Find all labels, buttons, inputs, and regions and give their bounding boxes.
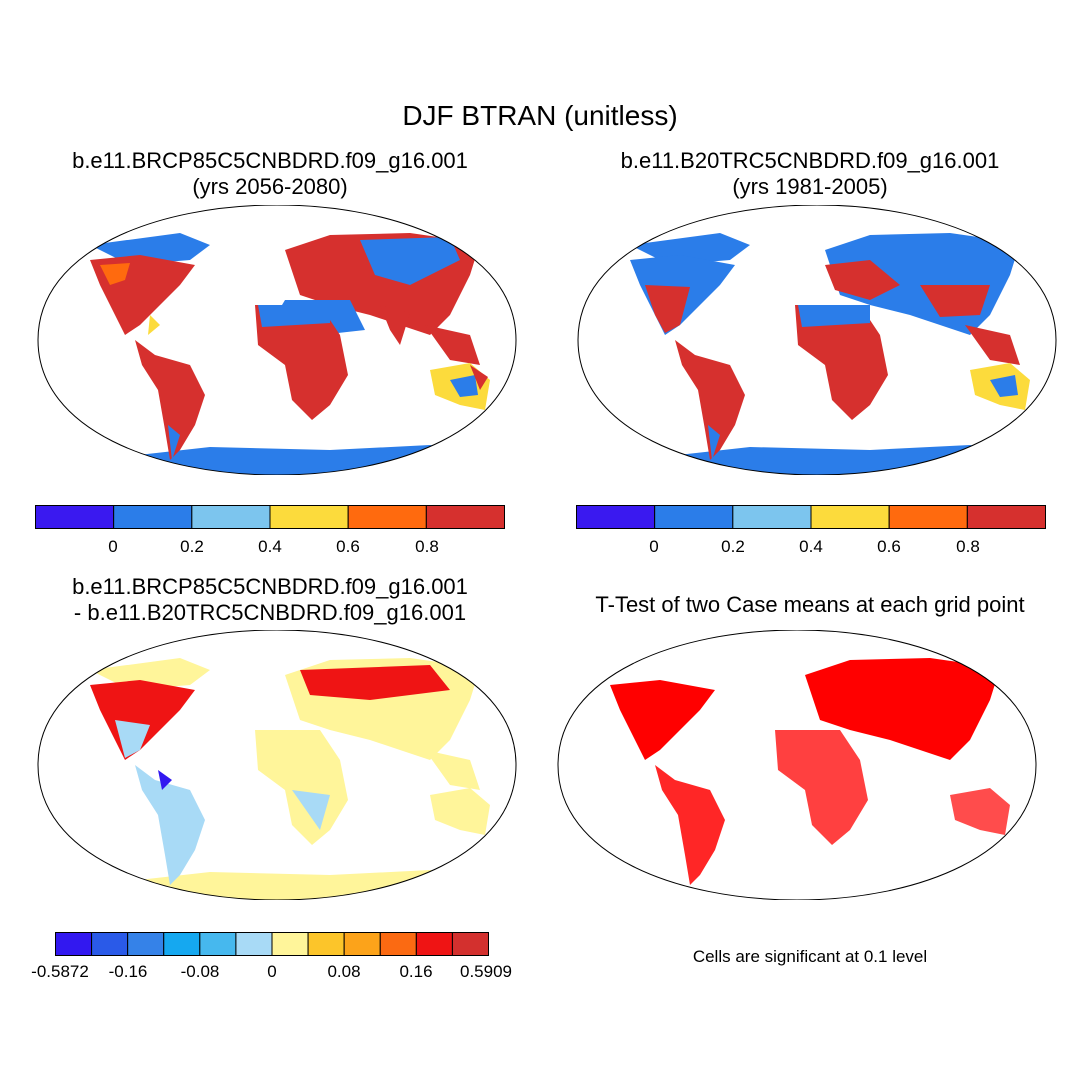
panel-2-title: b.e11.B20TRC5CNBDRD.f09_g16.001 (yrs 198… bbox=[560, 148, 1060, 200]
colorbar-swatch bbox=[307, 932, 345, 956]
colorbar-swatch bbox=[235, 932, 273, 956]
colorbar-difference bbox=[55, 932, 489, 956]
colorbar-swatch bbox=[966, 505, 1046, 529]
cbar1-label: 0.4 bbox=[258, 537, 282, 556]
colorbar-swatch bbox=[810, 505, 890, 529]
colorbar-swatch bbox=[269, 505, 349, 529]
panel-3-title-line2: - b.e11.B20TRC5CNBDRD.f09_g16.001 bbox=[73, 600, 467, 625]
colorbar-future bbox=[35, 505, 505, 529]
colorbar-historical bbox=[576, 505, 1046, 529]
cbar3-label: 0.5909 bbox=[460, 962, 512, 981]
cbar1-label: 0 bbox=[108, 537, 118, 556]
panel-1-title-line2: (yrs 2056-2080) bbox=[192, 174, 348, 199]
cbar3-label: 0 bbox=[267, 962, 277, 981]
panel-1-title-line1: b.e11.BRCP85C5CNBDRD.f09_g16.001 bbox=[72, 148, 468, 173]
panel-1-title: b.e11.BRCP85C5CNBDRD.f09_g16.001 (yrs 20… bbox=[20, 148, 520, 200]
panel-4-title: T-Test of two Case means at each grid po… bbox=[545, 592, 1075, 618]
colorbar-swatch bbox=[163, 932, 201, 956]
panel-2-title-line1: b.e11.B20TRC5CNBDRD.f09_g16.001 bbox=[620, 148, 1000, 173]
map-future bbox=[37, 205, 517, 475]
map-significance bbox=[557, 630, 1037, 900]
cbar2-label: 0.8 bbox=[956, 537, 980, 556]
cbar3-label: 0.08 bbox=[327, 962, 361, 981]
cbar1-label: 0.2 bbox=[180, 537, 204, 556]
colorbar-swatch bbox=[271, 932, 309, 956]
colorbar-swatch bbox=[191, 505, 271, 529]
cbar3-label: -0.5872 bbox=[31, 962, 89, 981]
colorbar-swatch bbox=[415, 932, 453, 956]
colorbar-swatch bbox=[199, 932, 237, 956]
significance-note: Cells are significant at 0.1 level bbox=[692, 947, 928, 966]
cbar3-label: 0.16 bbox=[399, 962, 433, 981]
map-historical bbox=[577, 205, 1057, 475]
main-title: DJF BTRAN (unitless) bbox=[402, 100, 678, 131]
cbar2-label: 0 bbox=[649, 537, 659, 556]
colorbar-swatch bbox=[576, 505, 656, 529]
colorbar-swatch bbox=[732, 505, 812, 529]
cbar2-label: 0.6 bbox=[877, 537, 901, 556]
cbar3-label: -0.08 bbox=[180, 962, 220, 981]
colorbar-swatch bbox=[343, 932, 381, 956]
colorbar-swatch bbox=[55, 932, 93, 956]
cbar3-label: -0.16 bbox=[108, 962, 148, 981]
colorbar-swatch bbox=[113, 505, 193, 529]
colorbar-swatch bbox=[451, 932, 489, 956]
colorbar-swatch bbox=[654, 505, 734, 529]
colorbar-swatch bbox=[347, 505, 427, 529]
cbar2-label: 0.4 bbox=[799, 537, 823, 556]
colorbar-swatch bbox=[91, 932, 129, 956]
panel-3-title-line1: b.e11.BRCP85C5CNBDRD.f09_g16.001 bbox=[72, 574, 468, 599]
cbar1-label: 0.6 bbox=[336, 537, 360, 556]
colorbar-swatch bbox=[888, 505, 968, 529]
colorbar-swatch bbox=[379, 932, 417, 956]
colorbar-future-labels: 0 0.2 0.4 0.6 0.8 bbox=[35, 537, 505, 559]
colorbar-difference-labels: -0.5872 -0.16 -0.08 0 0.08 0.16 0.5909 bbox=[31, 962, 512, 984]
cbar2-label: 0.2 bbox=[721, 537, 745, 556]
map-difference bbox=[37, 630, 517, 900]
colorbar-swatch bbox=[35, 505, 115, 529]
panel-4-title-line1: T-Test of two Case means at each grid po… bbox=[595, 592, 1025, 617]
panel-3-title: b.e11.BRCP85C5CNBDRD.f09_g16.001 - b.e11… bbox=[20, 574, 520, 626]
colorbar-historical-labels: 0 0.2 0.4 0.6 0.8 bbox=[576, 537, 1046, 559]
panel-2-title-line2: (yrs 1981-2005) bbox=[732, 174, 888, 199]
colorbar-swatch bbox=[425, 505, 505, 529]
colorbar-swatch bbox=[127, 932, 165, 956]
cbar1-label: 0.8 bbox=[415, 537, 439, 556]
